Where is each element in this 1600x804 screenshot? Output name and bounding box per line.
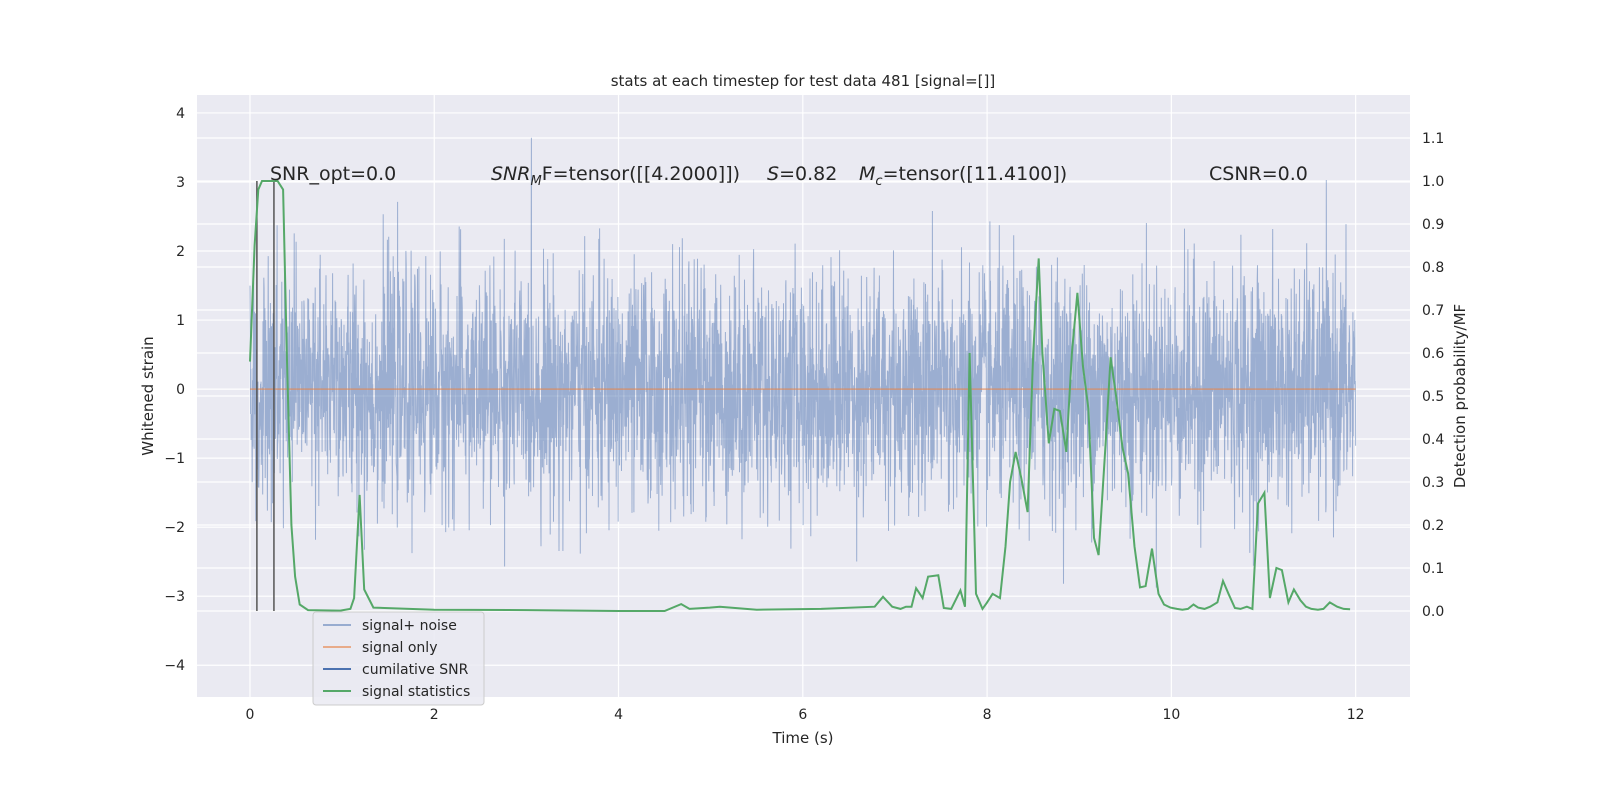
y-right-tick-label: 0.8 xyxy=(1422,260,1444,276)
annotation-snr-mf: SNRMF=tensor([[4.2000]]) xyxy=(491,163,740,189)
y-axis-label: Whitened strain xyxy=(139,336,157,455)
annotation-mc: Mc=tensor([11.4100]) xyxy=(859,163,1067,189)
x-tick-label: 6 xyxy=(798,707,807,723)
y-right-tick-label: 0.6 xyxy=(1422,346,1444,362)
x-tick-label: 2 xyxy=(430,707,439,723)
signal-statistics-line xyxy=(249,180,1351,612)
annotation-csnr: CSNR=0.0 xyxy=(1209,163,1308,185)
snr-mf-base: SNR xyxy=(491,163,530,185)
y-tick-label: 4 xyxy=(176,106,185,122)
y-right-tick-label: 0.0 xyxy=(1422,604,1444,620)
y-right-tick-label: 0.1 xyxy=(1422,561,1444,577)
legend-label-signal-noise: signal+ noise xyxy=(362,618,457,634)
legend-label-cumulative-snr: cumilative SNR xyxy=(362,662,469,678)
y-tick-label: −3 xyxy=(164,589,185,605)
s-var: S xyxy=(767,163,779,185)
y-right-tick-label: 0.2 xyxy=(1422,518,1444,534)
mc-rest: =tensor([11.4100]) xyxy=(883,163,1068,185)
y-tick-label: −4 xyxy=(164,658,185,674)
y-tick-label: −1 xyxy=(164,451,185,467)
y-right-tick-label: 1.1 xyxy=(1422,131,1444,147)
x-tick-label: 10 xyxy=(1162,707,1180,723)
y-tick-label: 2 xyxy=(176,244,185,260)
chart-title: stats at each timestep for test data 481… xyxy=(611,72,996,90)
x-tick-label: 8 xyxy=(983,707,992,723)
annotation-s: S=0.82 xyxy=(767,163,837,185)
x-tick-label: 4 xyxy=(614,707,623,723)
y-tick-label: −2 xyxy=(164,520,185,536)
signal-noise-line xyxy=(249,137,1357,588)
y-axis-right-label: Detection probability/MF xyxy=(1451,304,1469,488)
x-tick-label: 12 xyxy=(1347,707,1365,723)
legend-label-signal-statistics: signal statistics xyxy=(362,684,470,700)
mc-sub: c xyxy=(875,174,882,189)
legend-box xyxy=(312,611,485,706)
y-right-tick-label: 0.5 xyxy=(1422,389,1444,405)
y-tick-label: 0 xyxy=(176,382,185,398)
snr-mf-sub: M xyxy=(530,174,541,189)
marks xyxy=(249,137,1357,612)
y-right-tick-label: 1.0 xyxy=(1422,174,1444,190)
s-rest: =0.82 xyxy=(779,163,837,185)
legend-label-signal-only: signal only xyxy=(362,640,437,656)
y-right-tick-label: 0.4 xyxy=(1422,432,1444,448)
snr-mf-rest: F=tensor([[4.2000]]) xyxy=(542,163,740,185)
legend: signal+ noise signal only cumilative SNR… xyxy=(312,611,485,706)
y-right-tick-label: 0.3 xyxy=(1422,475,1444,491)
ticks: 0 2 4 6 8 10 12−4−3−2−1012340.00.10.20.30.40.5… xyxy=(164,106,1444,723)
annotation-snr-opt: SNR_opt=0.0 xyxy=(270,163,396,185)
x-axis-label: Time (s) xyxy=(772,729,834,747)
y-tick-label: 3 xyxy=(176,175,185,191)
mc-base: M xyxy=(859,163,875,185)
y-tick-label: 1 xyxy=(176,313,185,329)
y-right-tick-label: 0.9 xyxy=(1422,217,1444,233)
x-tick-label: 0 xyxy=(246,707,255,723)
y-right-tick-label: 0.7 xyxy=(1422,303,1444,319)
